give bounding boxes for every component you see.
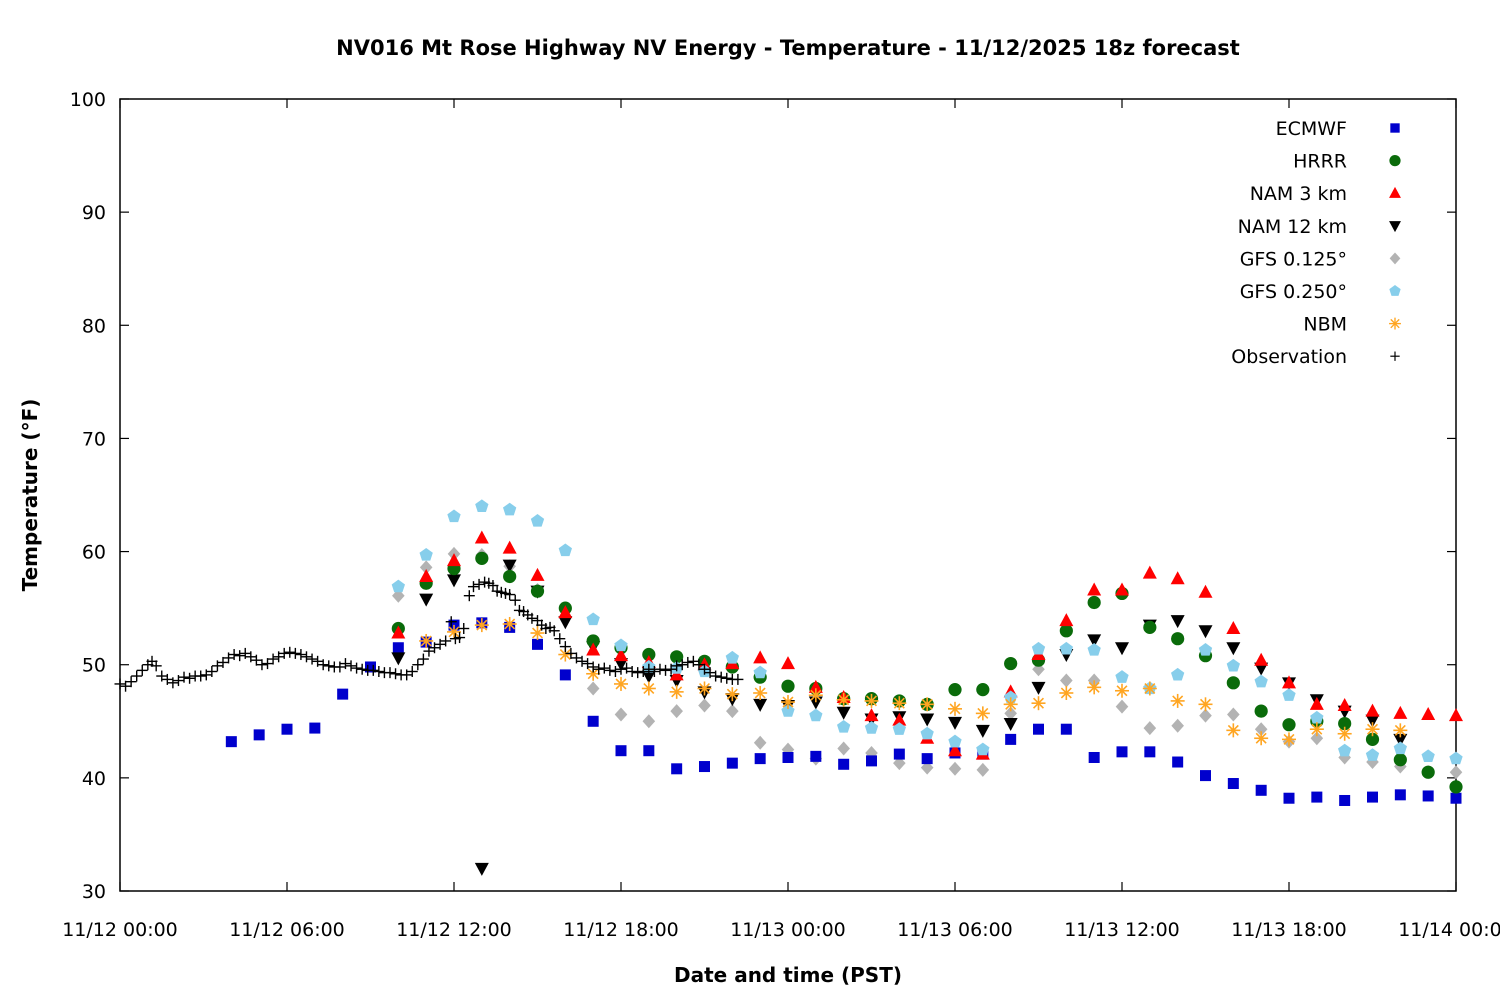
legend-label-hrrr: HRRR bbox=[1293, 151, 1347, 173]
legend-entry-nam12: NAM 12 km bbox=[1238, 216, 1401, 238]
y-tick-label: 60 bbox=[82, 542, 106, 564]
y-tick-label: 70 bbox=[82, 428, 106, 450]
legend-label-nbm: NBM bbox=[1303, 314, 1347, 336]
legend-entry-gfs250: GFS 0.250° bbox=[1240, 281, 1401, 303]
series-gfs125 bbox=[392, 546, 1463, 780]
legend-entry-gfs125: GFS 0.125° bbox=[1240, 248, 1401, 270]
legend-marker-hrrr-icon bbox=[1389, 154, 1401, 167]
x-tick-label: 11/12 06:00 bbox=[229, 919, 345, 941]
x-tick-label: 11/12 12:00 bbox=[396, 919, 512, 941]
x-tick-label: 11/13 06:00 bbox=[897, 919, 1013, 941]
x-tick-label: 11/13 18:00 bbox=[1231, 919, 1347, 941]
y-tick-label: 30 bbox=[82, 881, 106, 903]
legend-entry-nam3: NAM 3 km bbox=[1250, 183, 1401, 205]
series-obs bbox=[114, 576, 744, 692]
legend-marker-obs-icon bbox=[1390, 351, 1400, 361]
legend-marker-ecmwf-icon bbox=[1390, 123, 1400, 133]
legend-label-ecmwf: ECMWF bbox=[1276, 118, 1347, 140]
legend-marker-gfs250-icon bbox=[1389, 285, 1401, 296]
y-tick-label: 90 bbox=[82, 202, 106, 224]
legend-label-obs: Observation bbox=[1231, 346, 1347, 368]
legend-label-gfs250: GFS 0.250° bbox=[1240, 281, 1347, 303]
series-nbm bbox=[419, 616, 1408, 747]
legend-label-nam12: NAM 12 km bbox=[1238, 216, 1347, 238]
y-tick-label: 50 bbox=[82, 655, 106, 677]
legend-marker-gfs125-icon bbox=[1389, 252, 1401, 265]
legend-marker-nam3-icon bbox=[1389, 186, 1401, 198]
x-tick-label: 11/13 12:00 bbox=[1064, 919, 1180, 941]
series-nam12 bbox=[391, 559, 1408, 876]
legend-entry-ecmwf: ECMWF bbox=[1276, 118, 1400, 140]
x-tick-label: 11/12 18:00 bbox=[563, 919, 679, 941]
legend-marker-nbm-icon bbox=[1389, 317, 1401, 330]
x-axis-title: Date and time (PST) bbox=[674, 963, 902, 987]
x-tick-label: 11/13 00:00 bbox=[730, 919, 846, 941]
chart-title: NV016 Mt Rose Highway NV Energy - Temper… bbox=[336, 36, 1240, 60]
legend-label-nam3: NAM 3 km bbox=[1250, 183, 1347, 205]
legend-marker-nam12-icon bbox=[1389, 221, 1401, 233]
x-tick-label: 11/14 00:00 bbox=[1398, 919, 1500, 941]
legend-entry-nbm: NBM bbox=[1303, 314, 1401, 336]
y-tick-label: 100 bbox=[70, 89, 106, 111]
y-tick-label: 80 bbox=[82, 315, 106, 337]
plot-frame: 11/12 00:00 11/12 06:00 11/12 12:00 11/12 1… bbox=[62, 89, 1500, 941]
x-tick-label: 11/12 00:00 bbox=[62, 919, 178, 941]
legend-entry-obs: Observation bbox=[1231, 346, 1400, 368]
legend: ECMWF HRRR NAM 3 km NAM 12 km GFS 0.125° GFS … bbox=[1231, 118, 1401, 368]
y-tick-label: 40 bbox=[82, 768, 106, 790]
legend-entry-hrrr: HRRR bbox=[1293, 151, 1401, 173]
legend-label-gfs125: GFS 0.125° bbox=[1240, 248, 1347, 270]
